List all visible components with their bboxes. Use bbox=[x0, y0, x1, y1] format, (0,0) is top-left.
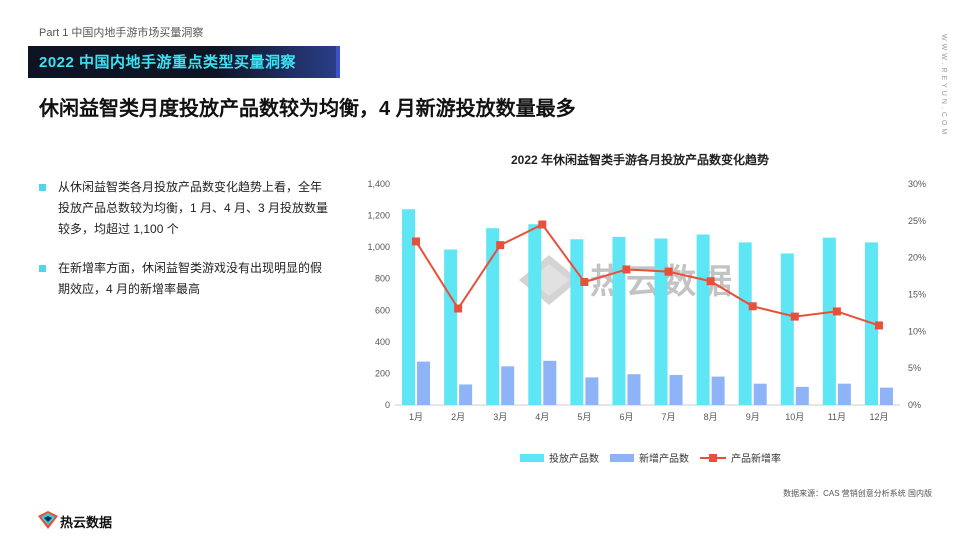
bar-新增产品数 bbox=[585, 377, 599, 405]
line-point bbox=[748, 302, 757, 311]
y-left-tick-label: 1,200 bbox=[367, 211, 390, 221]
bar-新增产品数 bbox=[459, 384, 473, 405]
line-point bbox=[874, 321, 883, 330]
legend-swatch-bar1 bbox=[520, 454, 544, 462]
x-tick-label: 7月 bbox=[662, 412, 676, 422]
legend-label: 新增产品数 bbox=[639, 452, 689, 465]
reyun-logo-icon bbox=[38, 511, 58, 529]
y-left-tick-label: 400 bbox=[375, 337, 390, 347]
bar-投放产品数 bbox=[402, 209, 416, 405]
x-tick-label: 12月 bbox=[869, 412, 888, 422]
y-right-tick-label: 20% bbox=[908, 253, 926, 263]
x-tick-label: 8月 bbox=[704, 412, 718, 422]
bar-新增产品数 bbox=[669, 375, 683, 405]
section-banner bbox=[28, 46, 340, 78]
legend-swatch-marker bbox=[709, 454, 717, 462]
bar-新增产品数 bbox=[543, 360, 557, 405]
x-tick-label: 2月 bbox=[451, 412, 465, 422]
x-tick-label: 3月 bbox=[493, 412, 507, 422]
line-point bbox=[664, 267, 673, 276]
legend-label: 产品新增率 bbox=[731, 452, 781, 465]
bar-新增产品数 bbox=[837, 383, 851, 405]
y-right-tick-label: 15% bbox=[908, 290, 926, 300]
bullet-item-1: 从休闲益智类各月投放产品数变化趋势上看，全年投放产品总数较为均衡，1 月、4 月… bbox=[39, 177, 329, 240]
y-right-tick-label: 30% bbox=[908, 179, 926, 189]
bar-新增产品数 bbox=[501, 366, 515, 405]
y-right-tick-label: 0% bbox=[908, 400, 921, 410]
x-tick-label: 6月 bbox=[619, 412, 633, 422]
line-point bbox=[580, 277, 589, 286]
bar-投放产品数 bbox=[486, 228, 500, 405]
x-tick-label: 1月 bbox=[409, 412, 423, 422]
chart-title: 2022 年休闲益智类手游各月投放产品数变化趋势 bbox=[510, 153, 770, 167]
y-left-tick-label: 0 bbox=[385, 400, 390, 410]
x-tick-label: 9月 bbox=[746, 412, 760, 422]
x-tick-label: 11月 bbox=[828, 412, 846, 422]
y-left-tick-label: 1,000 bbox=[367, 242, 390, 252]
line-point bbox=[496, 241, 505, 250]
bullet-item-2: 在新增率方面，休闲益智类游戏没有出现明显的假期效应，4 月的新增率最高 bbox=[39, 258, 329, 300]
x-tick-label: 10月 bbox=[785, 412, 804, 422]
part-label: Part 1 中国内地手游市场买量洞察 bbox=[39, 27, 204, 39]
bar-投放产品数 bbox=[696, 234, 710, 405]
bar-投放产品数 bbox=[444, 249, 458, 405]
y-right-tick-label: 10% bbox=[908, 326, 926, 336]
y-left-tick-label: 1,400 bbox=[367, 179, 390, 189]
bar-投放产品数 bbox=[528, 224, 542, 405]
y-right-tick-label: 5% bbox=[908, 363, 921, 373]
legend-swatch-bar2 bbox=[610, 454, 634, 462]
bar-新增产品数 bbox=[711, 376, 725, 405]
line-产品新增率 bbox=[415, 223, 880, 327]
x-tick-label: 5月 bbox=[577, 412, 591, 422]
bar-投放产品数 bbox=[822, 237, 836, 405]
line-point bbox=[790, 312, 799, 321]
legend-label: 投放产品数 bbox=[549, 452, 599, 465]
line-point bbox=[706, 277, 715, 286]
bullet-text-1: 从休闲益智类各月投放产品数变化趋势上看，全年投放产品总数较为均衡，1 月、4 月… bbox=[58, 180, 329, 236]
combo-chart: 0 200 400 600 800 1,000 1,200 1,400 0% 5% 10% 15% 20… bbox=[367, 179, 926, 465]
side-brand-text: WWW.REYUN.COM bbox=[940, 34, 947, 138]
line-point bbox=[832, 307, 841, 316]
section-banner-accent bbox=[336, 46, 340, 78]
bar-投放产品数 bbox=[570, 239, 584, 405]
bar-新增产品数 bbox=[879, 387, 893, 405]
data-source: 数据来源：CAS 营销创意分析系统 国内版 bbox=[783, 489, 932, 498]
y-left-tick-label: 200 bbox=[375, 368, 390, 378]
bar-投放产品数 bbox=[780, 253, 794, 405]
bar-投放产品数 bbox=[654, 238, 668, 405]
bar-新增产品数 bbox=[627, 374, 641, 405]
bullet-text-2: 在新增率方面，休闲益智类游戏没有出现明显的假期效应，4 月的新增率最高 bbox=[58, 261, 323, 296]
footer-brand: 热云数据 bbox=[60, 515, 113, 530]
bar-新增产品数 bbox=[795, 386, 809, 405]
bar-投放产品数 bbox=[738, 242, 752, 405]
line-point bbox=[622, 265, 631, 274]
line-point bbox=[538, 220, 547, 229]
line-point bbox=[412, 237, 421, 246]
bar-投放产品数 bbox=[612, 236, 626, 405]
page-headline: 休闲益智类月度投放产品数较为均衡，4 月新游投放数量最多 bbox=[39, 98, 576, 120]
bullet-square-icon bbox=[39, 184, 46, 191]
line-point bbox=[454, 304, 463, 313]
bar-新增产品数 bbox=[417, 361, 431, 405]
bullet-square-icon bbox=[39, 265, 46, 272]
y-left-tick-label: 800 bbox=[375, 274, 390, 284]
x-tick-label: 4月 bbox=[535, 412, 549, 422]
bar-新增产品数 bbox=[753, 383, 767, 405]
y-left-tick-label: 600 bbox=[375, 305, 390, 315]
section-title: 2022 中国内地手游重点类型买量洞察 bbox=[39, 54, 297, 71]
y-right-tick-label: 25% bbox=[908, 216, 926, 226]
